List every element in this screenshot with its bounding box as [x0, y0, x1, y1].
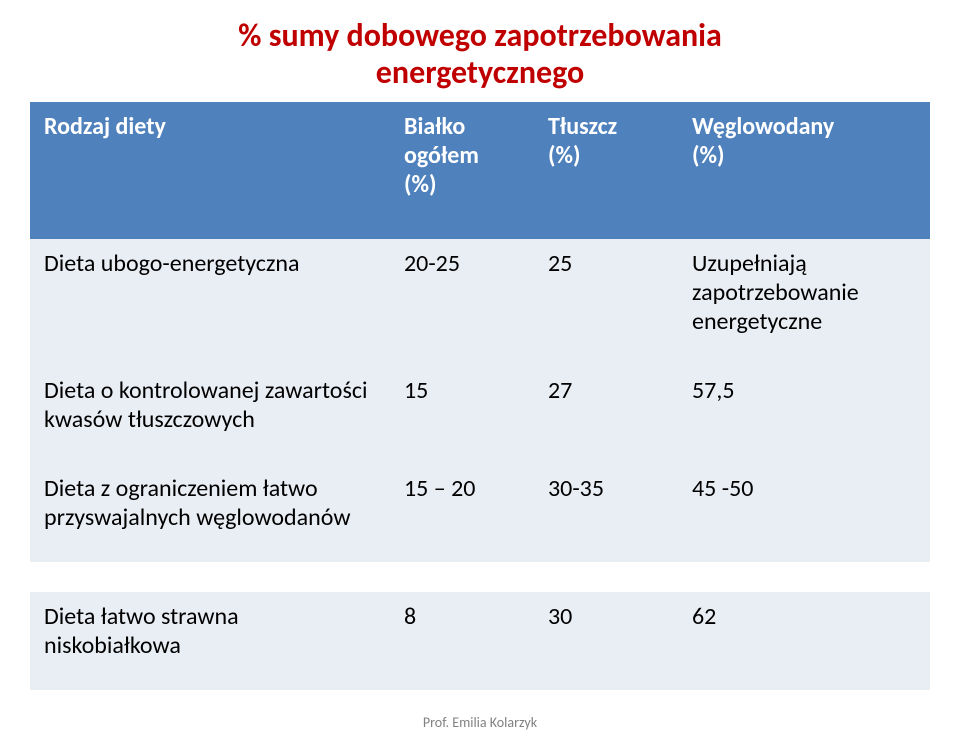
table-row: Dieta z ograniczeniem łatwo przyswajalny… [30, 464, 930, 562]
cell-protein: 20-25 [390, 239, 534, 366]
cell-protein: 8 [390, 592, 534, 690]
cell-fat: 30 [534, 592, 678, 690]
cell-diet: Dieta łatwo strawna niskobiałkowa [30, 592, 390, 690]
header-protein: Białko ogółem (%) [390, 102, 534, 239]
cell-fat: 30-35 [534, 464, 678, 562]
nutrition-table: Rodzaj diety Białko ogółem (%) Tłuszcz (… [30, 102, 930, 690]
table-header-row: Rodzaj diety Białko ogółem (%) Tłuszcz (… [30, 102, 930, 239]
table-row: Dieta o kontrolowanej zawartości kwasów … [30, 366, 930, 464]
header-diet-type: Rodzaj diety [30, 102, 390, 239]
slide: % sumy dobowego zapotrzebowania energety… [0, 0, 960, 741]
table-row: Dieta łatwo strawna niskobiałkowa 8 30 6… [30, 592, 930, 690]
cell-fat: 25 [534, 239, 678, 366]
table-row: Dieta ubogo-energetyczna 20-25 25 Uzupeł… [30, 239, 930, 366]
header-carbs: Węglowodany (%) [678, 102, 930, 239]
footer-author: Prof. Emilia Kolarzyk [0, 714, 960, 731]
table-gap-row [30, 562, 930, 592]
title-line-1: % sumy dobowego zapotrzebowania [30, 18, 930, 55]
cell-carbs: Uzupełniają zapotrzebowanie energetyczne [678, 239, 930, 366]
cell-carbs: 57,5 [678, 366, 930, 464]
cell-protein: 15 – 20 [390, 464, 534, 562]
cell-carbs: 62 [678, 592, 930, 690]
cell-diet: Dieta z ograniczeniem łatwo przyswajalny… [30, 464, 390, 562]
cell-diet: Dieta ubogo-energetyczna [30, 239, 390, 366]
header-fat: Tłuszcz (%) [534, 102, 678, 239]
title-line-2: energetycznego [30, 55, 930, 92]
cell-fat: 27 [534, 366, 678, 464]
cell-protein: 15 [390, 366, 534, 464]
cell-carbs: 45 -50 [678, 464, 930, 562]
slide-title: % sumy dobowego zapotrzebowania energety… [30, 18, 930, 92]
table-body: Dieta ubogo-energetyczna 20-25 25 Uzupeł… [30, 239, 930, 690]
cell-diet: Dieta o kontrolowanej zawartości kwasów … [30, 366, 390, 464]
